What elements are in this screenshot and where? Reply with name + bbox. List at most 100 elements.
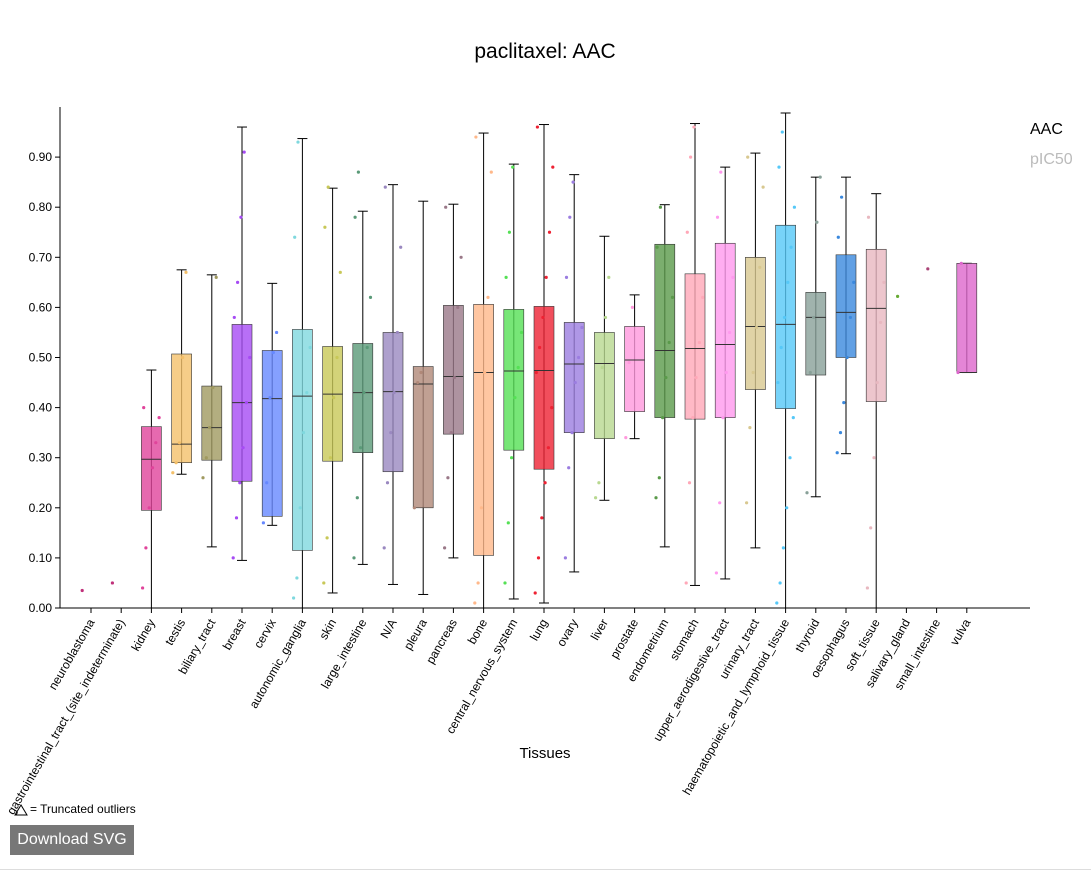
point [577, 355, 581, 360]
point [719, 170, 723, 174]
point [564, 275, 569, 279]
y-tick-label: 0.00 [29, 601, 53, 615]
point [301, 431, 306, 435]
point [547, 230, 552, 234]
point [879, 320, 883, 325]
point [701, 295, 705, 299]
x-tick-label: testis [162, 617, 188, 648]
point [356, 170, 360, 174]
point [157, 416, 161, 420]
y-tick-label: 0.70 [29, 250, 53, 264]
point [479, 506, 483, 510]
point [543, 481, 547, 485]
download-button[interactable]: Download SVG [10, 825, 134, 855]
point [685, 230, 689, 234]
point [567, 466, 571, 470]
point [184, 270, 188, 274]
point [845, 355, 849, 360]
point [392, 390, 396, 395]
point [248, 355, 252, 360]
point [231, 556, 235, 560]
point [789, 245, 793, 249]
point [352, 556, 356, 560]
point [510, 456, 514, 460]
point [842, 400, 846, 405]
point [692, 125, 696, 129]
legend-entry: AAC [1030, 121, 1063, 138]
point [452, 375, 457, 380]
point [607, 275, 611, 279]
point [174, 461, 178, 465]
point [745, 501, 749, 505]
point [779, 345, 783, 350]
x-axis-title: Tissues [519, 745, 570, 762]
point [538, 345, 542, 350]
point [731, 275, 735, 279]
point [201, 476, 205, 480]
point [840, 195, 844, 199]
point [241, 446, 245, 450]
point [368, 295, 373, 299]
point [959, 261, 963, 265]
box [533, 306, 555, 470]
point [399, 245, 403, 249]
point [204, 456, 208, 460]
point [748, 426, 752, 430]
point [781, 546, 786, 550]
box [835, 254, 857, 358]
point [385, 481, 390, 485]
point [718, 501, 722, 505]
point [419, 370, 423, 375]
point [322, 581, 326, 585]
point [239, 215, 243, 219]
x-tick-label: pleura [401, 616, 430, 652]
point [483, 370, 487, 375]
y-tick-label: 0.80 [29, 200, 53, 214]
point [687, 481, 692, 485]
box [171, 353, 192, 464]
point [298, 506, 302, 510]
x-tick-label: prostate [607, 616, 641, 661]
box [684, 273, 706, 420]
box [956, 263, 978, 373]
point [808, 370, 812, 375]
point [177, 441, 181, 445]
box [382, 332, 404, 473]
point [715, 215, 720, 219]
point [600, 365, 604, 370]
point [573, 380, 577, 385]
point [776, 380, 780, 385]
point [540, 516, 544, 520]
point [232, 315, 236, 320]
point [275, 330, 279, 335]
box [292, 329, 313, 551]
point [661, 416, 665, 420]
point [459, 255, 463, 259]
point [308, 345, 312, 350]
x-tick-label: skin [316, 617, 339, 642]
point [786, 280, 790, 284]
point [395, 330, 399, 335]
point [597, 481, 601, 485]
point [627, 360, 631, 365]
point [416, 380, 420, 385]
point [141, 586, 145, 590]
point [449, 431, 453, 435]
y-tick-label: 0.40 [29, 401, 53, 415]
x-tick-label: bone [465, 616, 491, 646]
point [292, 596, 296, 600]
box [805, 292, 827, 376]
point [150, 466, 155, 470]
point [268, 395, 272, 400]
y-tick-label: 0.50 [29, 351, 53, 365]
point [338, 270, 342, 274]
point [838, 431, 843, 435]
point [154, 441, 158, 445]
point [535, 125, 540, 129]
point [875, 380, 879, 385]
point [697, 340, 702, 345]
point [721, 416, 725, 420]
x-tick-label: N/A [377, 617, 399, 641]
point [234, 516, 239, 520]
